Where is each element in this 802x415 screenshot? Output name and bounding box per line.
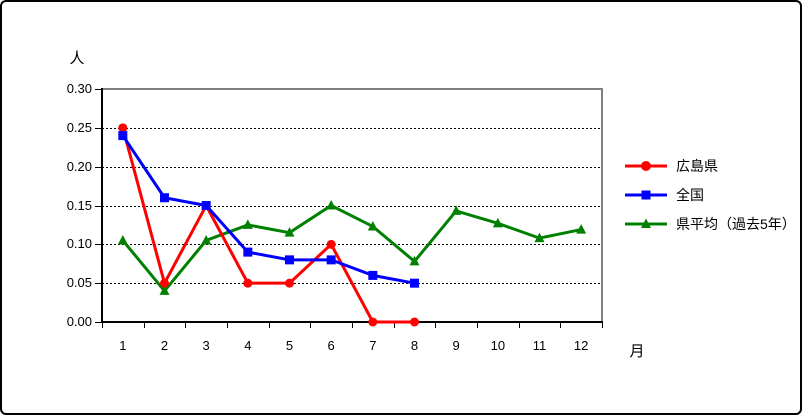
marker-kenheikin (201, 234, 212, 245)
legend-entry-kenheikin: 県平均（過去5年） (622, 209, 796, 238)
marker-kenheikin (451, 205, 462, 215)
marker-zenkoku (410, 278, 419, 288)
legend-label: 県平均（過去5年） (676, 215, 796, 232)
y-tick-label: 0.05 (66, 275, 92, 290)
marker-zenkoku (285, 255, 294, 265)
legend-entry-zenkoku: 全国 (622, 180, 796, 209)
y-tick-label: 0.15 (66, 198, 92, 213)
marker-hiroshima (285, 278, 294, 288)
marker-kenheikin (534, 232, 545, 243)
x-tick-label: 8 (410, 338, 419, 353)
legend-marker-square-icon (625, 190, 667, 199)
x-tick-label: 3 (202, 338, 210, 353)
marker-kenheikin (367, 220, 378, 231)
marker-hiroshima (326, 239, 336, 249)
marker-zenkoku (118, 131, 128, 141)
marker-hiroshima (118, 123, 128, 133)
marker-kenheikin (492, 217, 503, 228)
y-tick-label: 0.30 (66, 81, 92, 96)
marker-hiroshima (410, 317, 419, 327)
y-tick-label: 0.25 (66, 120, 92, 135)
legend-marker-shape (641, 190, 651, 199)
marker-zenkoku (368, 270, 378, 280)
legend-marker-triangle-icon (625, 218, 667, 228)
x-tick-label: 10 (490, 338, 506, 353)
legend-marker-shape (641, 218, 651, 228)
x-tick-label: 11 (532, 338, 547, 353)
x-tick-label: 7 (369, 338, 377, 353)
marker-kenheikin (159, 285, 170, 295)
y-tick-label: 0.00 (66, 314, 92, 329)
legend-label: 全国 (676, 186, 704, 203)
legend-label: 広島県 (676, 157, 718, 174)
x-tick-label: 6 (327, 338, 335, 353)
x-tick-label: 9 (452, 338, 460, 353)
marker-kenheikin (117, 234, 128, 245)
y-axis-title: 人 (69, 50, 85, 67)
legend-marker-circle-icon (625, 160, 667, 171)
marker-zenkoku (243, 247, 253, 257)
legend-entry-hiroshima: 広島県 (622, 151, 796, 180)
marker-kenheikin (242, 219, 253, 229)
marker-hiroshima (160, 278, 169, 288)
x-axis-title: 月 (629, 343, 645, 360)
legend-marker-shape (641, 160, 651, 171)
y-tick-label: 0.10 (66, 236, 92, 251)
marker-zenkoku (160, 193, 169, 203)
x-tick-label: 12 (573, 338, 589, 353)
x-tick-label: 5 (285, 338, 294, 353)
y-tick-label: 0.20 (66, 159, 92, 174)
series-line-zenkoku (121, 134, 415, 285)
series-line-hiroshima (121, 127, 415, 324)
marker-hiroshima (243, 278, 253, 288)
marker-kenheikin (284, 227, 295, 237)
marker-zenkoku (201, 201, 211, 210)
marker-zenkoku (326, 255, 336, 265)
marker-kenheikin (326, 200, 337, 210)
x-tick-label: 1 (119, 338, 127, 353)
marker-kenheikin (409, 255, 420, 266)
marker-hiroshima (368, 317, 378, 327)
series-line-kenheikin (121, 203, 582, 294)
x-tick-label: 4 (244, 338, 252, 353)
marker-kenheikin (576, 224, 587, 234)
x-tick-label: 2 (160, 338, 169, 353)
legend: 広島県 全国 県平均（過去5年） (622, 151, 796, 238)
